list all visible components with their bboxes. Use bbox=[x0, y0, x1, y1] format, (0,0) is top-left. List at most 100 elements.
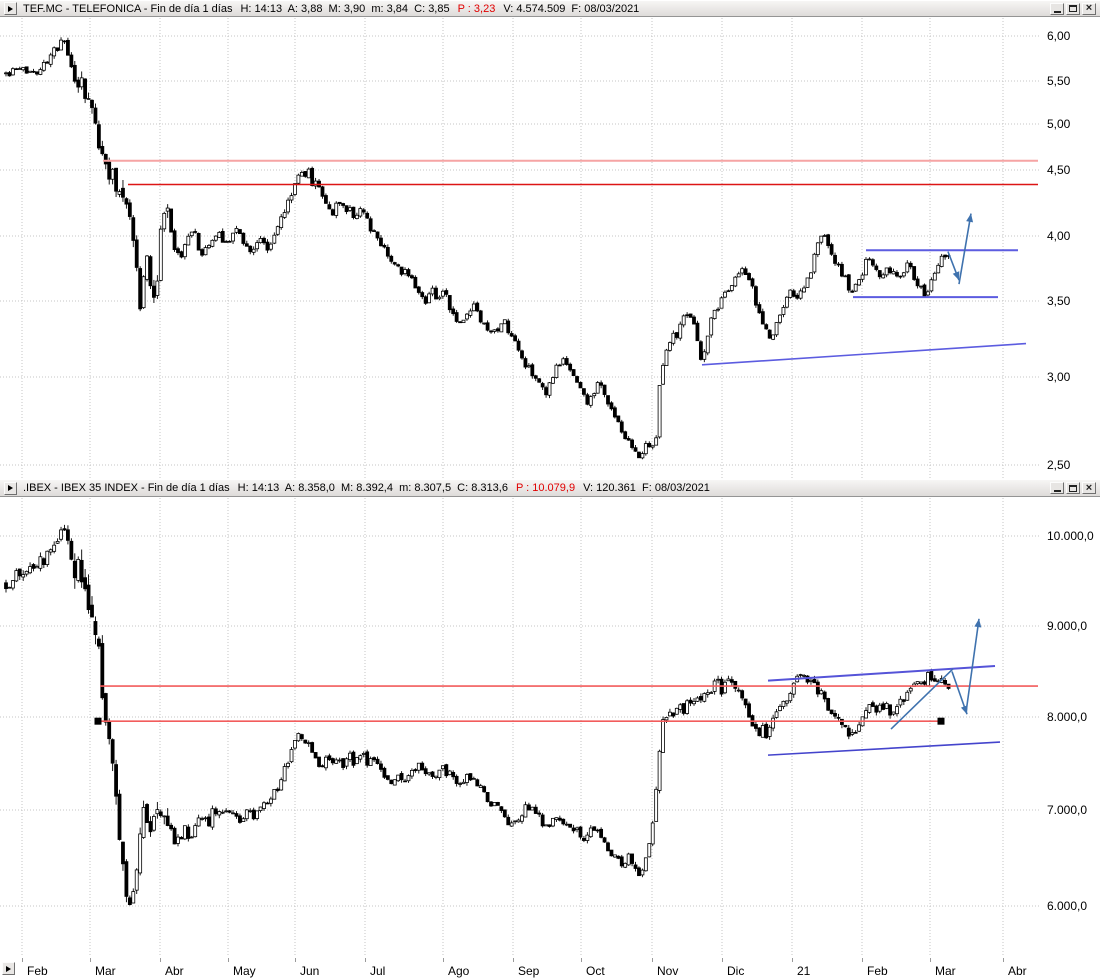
candle-body bbox=[213, 808, 218, 815]
candle-body bbox=[227, 810, 232, 813]
candle-body bbox=[716, 678, 720, 681]
close-icon: × bbox=[1085, 481, 1093, 494]
window-menu-button[interactable] bbox=[4, 2, 17, 15]
line-endpoint-handle[interactable] bbox=[94, 717, 102, 725]
candle-body bbox=[888, 267, 892, 274]
candle-body bbox=[575, 376, 579, 383]
candle-body bbox=[96, 124, 101, 149]
candle-body bbox=[293, 740, 297, 749]
candle-body bbox=[213, 235, 218, 241]
candle-body bbox=[692, 700, 696, 705]
candle-body bbox=[458, 321, 462, 324]
candle-body bbox=[244, 809, 249, 820]
candle-body bbox=[932, 272, 937, 281]
annotation-trendline[interactable] bbox=[701, 342, 1027, 366]
annotation-trendline[interactable] bbox=[767, 741, 1001, 756]
candle-body bbox=[440, 765, 445, 770]
candle-body bbox=[385, 775, 390, 780]
candle-body bbox=[444, 290, 449, 295]
candle-body bbox=[674, 332, 679, 338]
candle-body bbox=[681, 703, 686, 714]
candle-body bbox=[169, 824, 174, 830]
candle-body bbox=[220, 230, 225, 243]
chart-canvas-tef[interactable]: 6,00 5,50 5,00 4,50 4,00 3,50 3,00 2,50 bbox=[0, 17, 1100, 479]
candle-body bbox=[864, 258, 868, 276]
arrowhead-icon bbox=[966, 213, 974, 223]
ibex-window-titlebar[interactable]: .IBEX - IBEX 35 INDEX - Fin de día 1 día… bbox=[0, 479, 1100, 497]
time-axis-label: Mar bbox=[935, 964, 956, 978]
candle-body bbox=[176, 248, 180, 254]
candle-body bbox=[619, 856, 624, 867]
candle-body bbox=[392, 779, 397, 786]
candle-body bbox=[492, 802, 497, 807]
candle-body bbox=[251, 248, 256, 253]
candle-body bbox=[145, 255, 149, 280]
candle-body bbox=[513, 335, 518, 342]
candle-body bbox=[884, 703, 889, 709]
tef-window-titlebar[interactable]: TEF.MC - TELEFONICA - Fin de día 1 días … bbox=[0, 0, 1100, 17]
candle-body bbox=[48, 549, 53, 553]
candle-body bbox=[661, 364, 665, 385]
candle-body bbox=[465, 774, 469, 783]
close-button[interactable]: × bbox=[1082, 482, 1096, 494]
candle-body bbox=[279, 779, 284, 791]
maximize-button[interactable] bbox=[1066, 482, 1080, 494]
chart-canvas-ibex[interactable]: 10.000,0 9.000,0 8.000,0 7.000,0 6.000,0 bbox=[0, 497, 1100, 958]
time-axis-tick bbox=[22, 958, 23, 962]
candle-body bbox=[877, 270, 882, 278]
candle-body bbox=[72, 560, 77, 579]
candle-body bbox=[110, 168, 115, 180]
time-axis-nav-button[interactable] bbox=[2, 962, 15, 975]
candle-body bbox=[186, 826, 191, 839]
candle-body bbox=[609, 402, 614, 410]
candle-body bbox=[891, 711, 896, 715]
candle-body bbox=[833, 713, 837, 717]
ibex-title-ohlc: H: 14:13 A: 8.358,0 M: 8.392,4 m: 8.307,… bbox=[237, 482, 508, 494]
price-axis-label: 7.000,0 bbox=[1047, 803, 1087, 817]
candle-body bbox=[657, 385, 662, 438]
annotation-arrow[interactable] bbox=[958, 213, 972, 285]
candle-body bbox=[802, 675, 806, 677]
minimize-button[interactable] bbox=[1050, 2, 1064, 15]
candle-body bbox=[406, 775, 411, 782]
annotation-trendline[interactable] bbox=[890, 668, 954, 730]
candle-body bbox=[664, 717, 669, 721]
time-axis-label: Jul bbox=[370, 964, 386, 978]
annotation-trendline[interactable] bbox=[767, 665, 996, 682]
candle-body bbox=[771, 717, 776, 729]
candle-body bbox=[623, 862, 628, 868]
candle-body bbox=[526, 365, 531, 368]
close-button[interactable]: × bbox=[1082, 2, 1096, 15]
candle-body bbox=[578, 826, 583, 838]
candle-body bbox=[165, 207, 170, 212]
candle-body bbox=[203, 247, 208, 256]
candle-body bbox=[489, 330, 493, 333]
candle-body bbox=[238, 229, 242, 235]
maximize-button[interactable] bbox=[1066, 2, 1080, 15]
candle-body bbox=[24, 66, 29, 74]
candle-body bbox=[86, 584, 91, 611]
candle-body bbox=[334, 202, 339, 216]
candle-body bbox=[241, 818, 246, 822]
candle-body bbox=[255, 810, 260, 819]
time-axis-tick bbox=[513, 958, 514, 962]
candle-body bbox=[716, 308, 720, 311]
minimize-button[interactable] bbox=[1050, 482, 1064, 494]
line-endpoint-handle[interactable] bbox=[937, 717, 945, 725]
candle-body bbox=[368, 218, 373, 232]
candle-body bbox=[268, 243, 273, 250]
candle-body bbox=[485, 792, 490, 803]
window-menu-button[interactable] bbox=[4, 481, 17, 495]
candle-body bbox=[138, 833, 143, 874]
candle-body bbox=[743, 698, 748, 706]
candle-body bbox=[262, 802, 266, 809]
candle-body bbox=[661, 719, 665, 753]
candle-body bbox=[702, 693, 707, 702]
candle-body bbox=[66, 39, 70, 56]
candle-body bbox=[179, 836, 184, 840]
candle-body bbox=[812, 679, 817, 684]
annotation-arrow[interactable] bbox=[965, 618, 980, 713]
candle-body bbox=[458, 783, 462, 785]
tef-title-last-price: P : 3,23 bbox=[457, 2, 496, 15]
candle-body bbox=[131, 891, 136, 904]
